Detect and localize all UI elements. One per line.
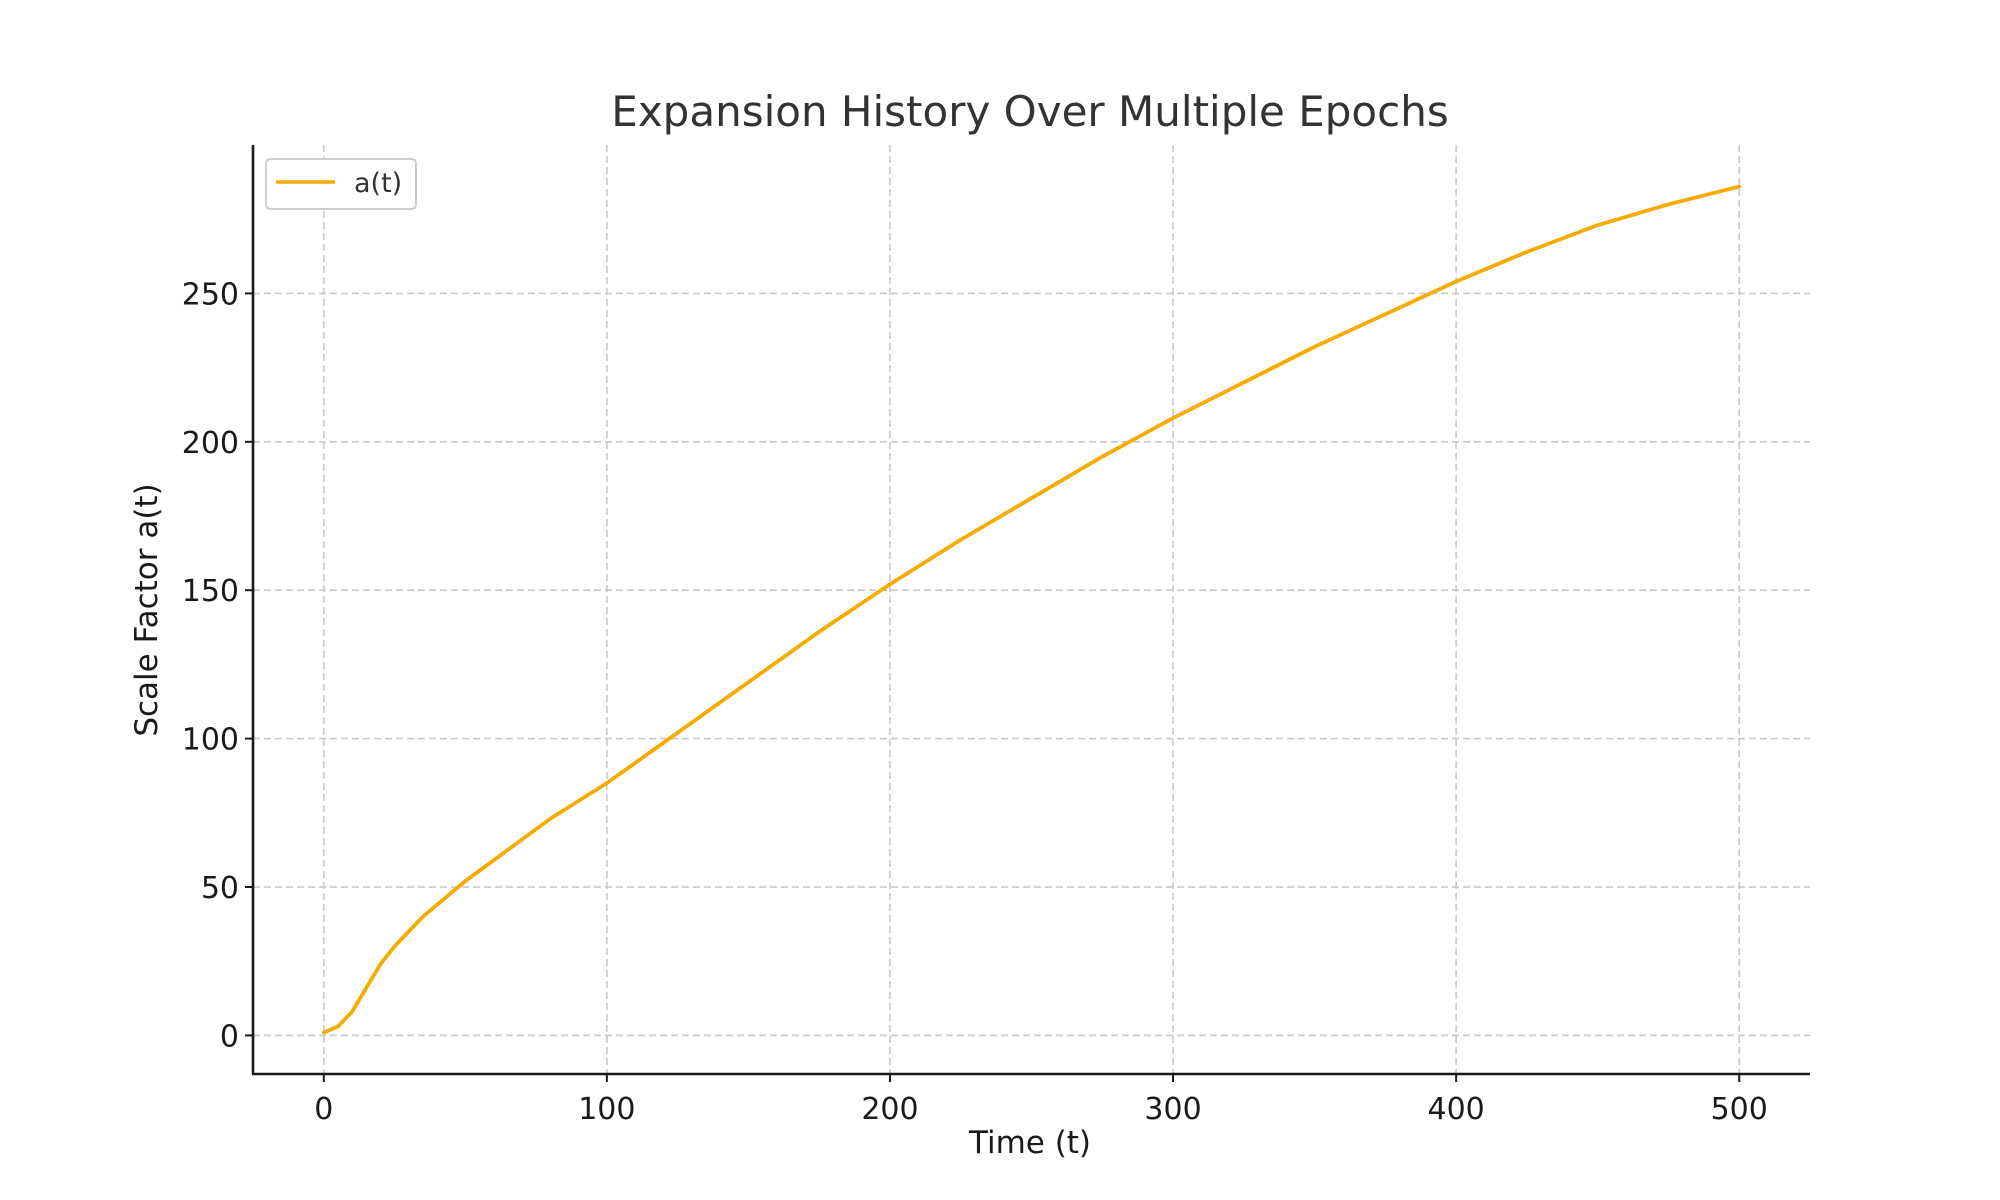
x-tick-label-200: 200 [861,1092,918,1127]
y-tick-label-200: 200 [182,426,239,461]
legend: a(t) [265,158,417,210]
y-tick-label-100: 100 [182,723,239,758]
x-axis-label: Time (t) [968,1125,1091,1161]
x-tick-label-100: 100 [578,1092,635,1127]
x-tick-label-500: 500 [1711,1092,1768,1127]
y-tick-label-150: 150 [182,574,239,609]
y-tick-label-0: 0 [220,1019,239,1054]
axes [251,145,1810,1076]
series-line-a-t [321,184,1742,1035]
x-axis-ticks: 0 100 200 300 400 500 [314,1074,1768,1127]
y-axis-ticks: 0 50 100 150 200 250 [182,277,253,1054]
series-layer [321,184,1742,1035]
y-tick-label-50: 50 [201,871,239,906]
y-tick-label-250: 250 [182,277,239,312]
legend-label-a-t: a(t) [354,168,402,199]
y-axis-label: Scale Factor a(t) [129,483,165,736]
x-tick-label-400: 400 [1428,1092,1485,1127]
x-tick-label-0: 0 [314,1092,333,1127]
grid-lines [253,145,1810,1074]
chart-title: Expansion History Over Multiple Epochs [611,87,1448,136]
x-tick-label-300: 300 [1144,1092,1201,1127]
legend-box [265,158,417,210]
